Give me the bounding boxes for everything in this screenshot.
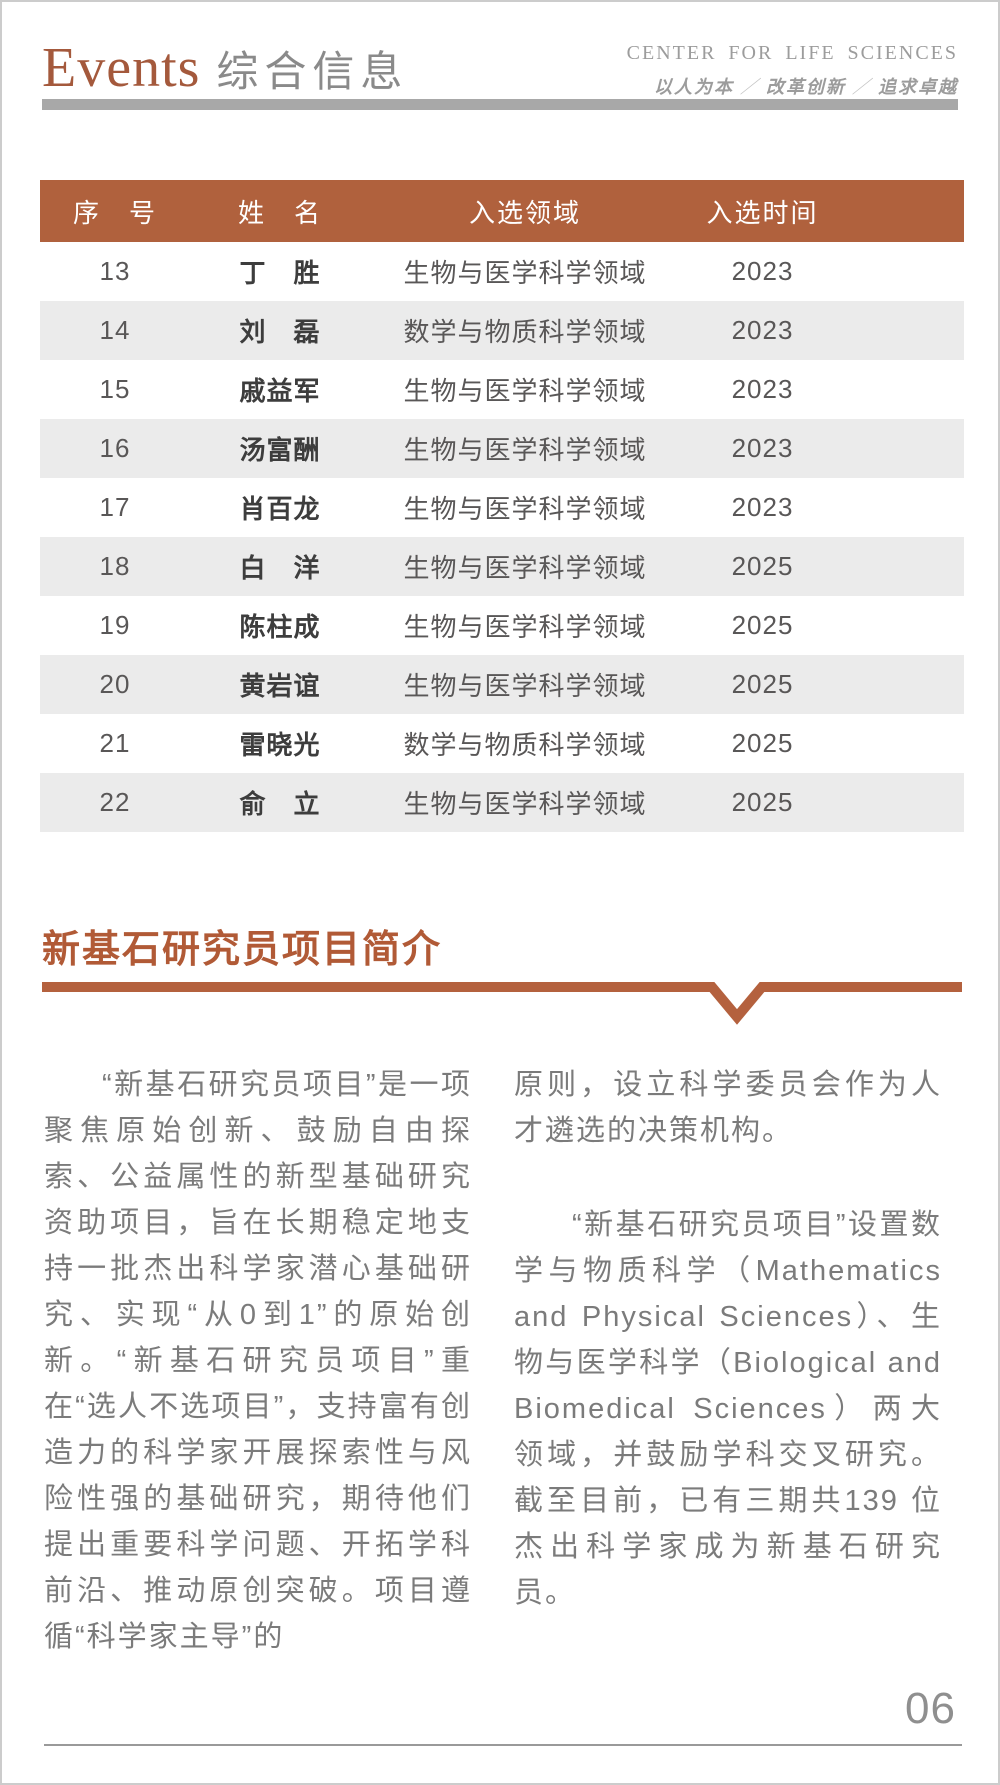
table-row: 20 黄岩谊 生物与医学科学领域 2025 (40, 655, 964, 714)
cell-year: 2025 (731, 551, 794, 581)
cell-no: 16 (99, 433, 131, 463)
cell-name: 丁 胜 (239, 258, 321, 288)
cell-year: 2023 (731, 256, 794, 286)
cell-name: 黄岩谊 (239, 671, 321, 701)
cell-year: 2025 (731, 610, 794, 640)
article-paragraph: 原则，设立科学委员会作为人才遴选的决策机构。 (514, 1069, 942, 1147)
article-column-right: 原则，设立科学委员会作为人才遴选的决策机构。 “新基石研究员项目”设置数学与物质… (514, 1062, 942, 1616)
table-row: 14 刘 磊 数学与物质科学领域 2023 (40, 301, 964, 360)
cell-no: 20 (99, 669, 131, 699)
column-header-no: 序 号 (40, 180, 190, 242)
laureates-table: 序 号 姓 名 入选领域 入选时间 13 丁 胜 生物与医学科学领域 2023 … (40, 180, 964, 832)
cell-no: 22 (99, 787, 131, 817)
motto-separator: ／ (852, 77, 872, 97)
footer-rule (44, 1744, 962, 1746)
table-row: 21 雷晓光 数学与物质科学领域 2025 (40, 714, 964, 773)
cell-no: 18 (99, 551, 131, 581)
cell-year: 2025 (731, 787, 794, 817)
article-paragraph: “新基石研究员项目”是一项聚焦原始创新、鼓励自由探索、公益属性的新型基础研究资助… (44, 1069, 472, 1653)
motto-part-3: 追求卓越 (878, 77, 958, 97)
cell-year: 2023 (731, 433, 794, 463)
cell-no: 19 (99, 610, 131, 640)
article-paragraph: “新基石研究员项目”设置数学与物质科学（Mathematics and Phys… (514, 1209, 942, 1609)
cell-year: 2025 (731, 669, 794, 699)
masthead: Events 综合信息 (42, 36, 408, 100)
masthead-title-en: Events (42, 37, 201, 99)
cell-no: 15 (99, 374, 131, 404)
table-row: 19 陈柱成 生物与医学科学领域 2025 (40, 596, 964, 655)
table-row: 15 戚益军 生物与医学科学领域 2023 (40, 360, 964, 419)
masthead-title-zh: 综合信息 (216, 50, 409, 96)
table-row: 13 丁 胜 生物与医学科学领域 2023 (40, 242, 964, 301)
cell-name: 刘 磊 (239, 317, 321, 347)
table-row: 17 肖百龙 生物与医学科学领域 2023 (40, 478, 964, 537)
table-header-row: 序 号 姓 名 入选领域 入选时间 (40, 180, 964, 242)
section-title: 新基石研究员项目简介 (42, 929, 443, 971)
column-header-field: 入选领域 (370, 180, 680, 242)
cell-year: 2023 (731, 492, 794, 522)
section-divider-chevron (42, 982, 962, 1025)
cell-name: 肖百龙 (239, 494, 321, 524)
cell-field: 生物与医学科学领域 (403, 494, 647, 524)
motto-separator: ／ (740, 77, 760, 97)
column-header-year: 入选时间 (680, 180, 964, 242)
cell-name: 俞 立 (239, 789, 321, 819)
cell-year: 2023 (731, 374, 794, 404)
cell-field: 生物与医学科学领域 (403, 258, 647, 288)
cell-no: 14 (99, 315, 131, 345)
cell-name: 陈柱成 (239, 612, 321, 642)
cell-field: 生物与医学科学领域 (403, 553, 647, 583)
cell-year: 2023 (731, 315, 794, 345)
cell-name: 白 洋 (239, 553, 321, 583)
cell-name: 雷晓光 (239, 730, 321, 760)
motto-part-1: 以人为本 (654, 77, 734, 97)
column-header-name: 姓 名 (190, 180, 370, 242)
table-row: 18 白 洋 生物与医学科学领域 2025 (40, 537, 964, 596)
org-name: CENTER FOR LIFE SCIENCES (626, 42, 958, 64)
cell-name: 汤富酬 (239, 435, 321, 465)
cell-field: 生物与医学科学领域 (403, 376, 647, 406)
cell-name: 戚益军 (239, 376, 321, 406)
table-row: 22 俞 立 生物与医学科学领域 2025 (40, 773, 964, 832)
header-rule (42, 99, 958, 110)
motto-part-2: 改革创新 (766, 77, 846, 97)
cell-no: 21 (99, 728, 131, 758)
cell-field: 生物与医学科学领域 (403, 671, 647, 701)
org-block: CENTER FOR LIFE SCIENCES 以人为本 ／ 改革创新 ／ 追求卓越 (627, 42, 958, 99)
cell-field: 数学与物质科学领域 (403, 730, 647, 760)
cell-no: 13 (99, 256, 131, 286)
cell-year: 2025 (731, 728, 794, 758)
page-number: 06 (905, 1684, 956, 1733)
cell-field: 生物与医学科学领域 (403, 612, 647, 642)
org-motto: 以人为本 ／ 改革创新 ／ 追求卓越 (627, 73, 958, 99)
cell-field: 数学与物质科学领域 (403, 317, 647, 347)
article-column-left: “新基石研究员项目”是一项聚焦原始创新、鼓励自由探索、公益属性的新型基础研究资助… (44, 1062, 472, 1660)
table-row: 16 汤富酬 生物与医学科学领域 2023 (40, 419, 964, 478)
cell-field: 生物与医学科学领域 (403, 789, 647, 819)
cell-no: 17 (99, 492, 131, 522)
cell-field: 生物与医学科学领域 (403, 435, 647, 465)
